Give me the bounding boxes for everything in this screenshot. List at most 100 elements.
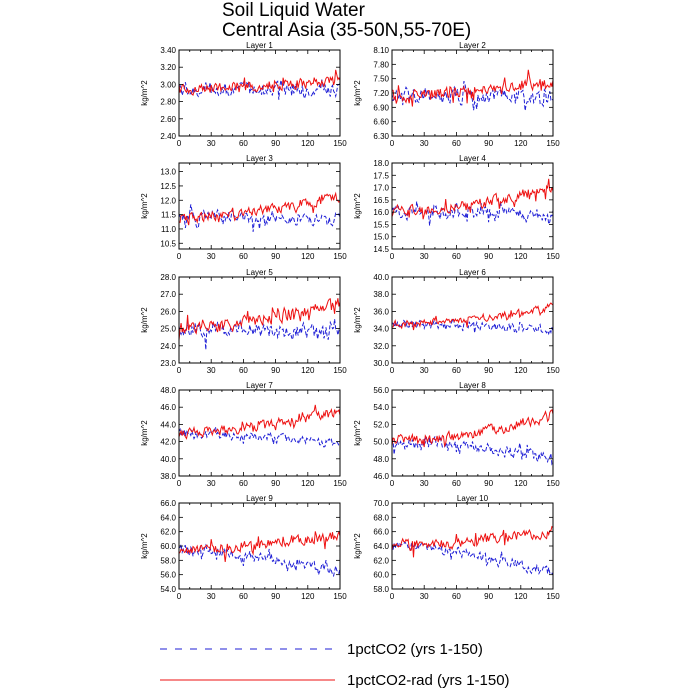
panel-layer-6: Layer 6 kg/m^2 0 30 60 90 120 150 30.0 32.0 34.0 36… xyxy=(353,268,560,375)
y-tick-label: 2.40 xyxy=(160,132,176,141)
y-tick-label: 24.0 xyxy=(160,342,176,351)
y-tick-label: 6.90 xyxy=(373,103,389,112)
y-tick-label: 56.0 xyxy=(373,386,389,395)
legend-item-2: 1pctCO2-rad (yrs 1-150) xyxy=(160,672,510,689)
x-tick-label: 60 xyxy=(239,252,248,261)
y-tick-label: 56.0 xyxy=(160,571,176,580)
y-tick-label: 12.0 xyxy=(160,196,176,205)
y-axis-label: kg/m^2 xyxy=(353,307,362,333)
x-tick-label: 30 xyxy=(207,479,216,488)
y-tick-label: 7.50 xyxy=(373,75,389,84)
y-axis-label: kg/m^2 xyxy=(140,533,149,559)
y-tick-label: 8.10 xyxy=(373,46,389,55)
y-tick-label: 3.00 xyxy=(160,80,176,89)
panel-layer-9: Layer 9 kg/m^2 0 30 60 90 120 150 54.0 56.0 58.0 60… xyxy=(140,494,347,601)
x-tick-label: 60 xyxy=(239,366,248,375)
y-tick-label: 50.0 xyxy=(373,438,389,447)
x-tick-label: 60 xyxy=(239,592,248,601)
y-tick-label: 3.40 xyxy=(160,46,176,55)
panel-title: Layer 6 xyxy=(459,268,486,277)
panel-layer-5: Layer 5 kg/m^2 0 30 60 90 120 150 23.0 24.0 25.0 26… xyxy=(140,268,347,375)
legend-label: 1pctCO2-rad (yrs 1-150) xyxy=(347,672,510,689)
y-tick-label: 58.0 xyxy=(373,585,389,594)
series-line-pctco2 xyxy=(392,540,553,576)
y-tick-label: 46.0 xyxy=(373,472,389,481)
y-tick-label: 18.0 xyxy=(373,159,389,168)
y-tick-label: 52.0 xyxy=(373,420,389,429)
x-tick-label: 30 xyxy=(420,592,429,601)
x-tick-label: 120 xyxy=(301,139,315,148)
panel-title: Layer 9 xyxy=(246,494,273,503)
panel-title: Layer 4 xyxy=(459,154,486,163)
series-line-pctco2 xyxy=(392,435,553,466)
x-tick-label: 30 xyxy=(207,592,216,601)
y-tick-label: 17.5 xyxy=(373,171,389,180)
series-line-pctco2-rad xyxy=(179,298,340,341)
x-tick-label: 0 xyxy=(390,139,395,148)
y-tick-label: 16.0 xyxy=(373,208,389,217)
y-tick-label: 40.0 xyxy=(160,455,176,464)
x-tick-label: 90 xyxy=(484,139,493,148)
series-line-pctco2-rad xyxy=(392,69,553,107)
y-tick-label: 68.0 xyxy=(373,513,389,522)
x-tick-label: 90 xyxy=(271,592,280,601)
plot-frame xyxy=(391,389,554,477)
y-tick-label: 15.5 xyxy=(373,220,389,229)
y-axis-label: kg/m^2 xyxy=(140,307,149,333)
y-tick-label: 15.0 xyxy=(373,233,389,242)
series-line-pctco2-rad xyxy=(392,525,553,558)
y-tick-label: 27.0 xyxy=(160,290,176,299)
y-tick-label: 64.0 xyxy=(373,542,389,551)
x-tick-label: 60 xyxy=(239,479,248,488)
x-tick-label: 120 xyxy=(514,592,528,601)
y-tick-label: 36.0 xyxy=(373,307,389,316)
chart-title-line2: Central Asia (35-50N,55-70E) xyxy=(222,20,472,41)
panel-layer-7: Layer 7 kg/m^2 0 30 60 90 120 150 38.0 40.0 42.0 44… xyxy=(140,381,347,488)
panel-title: Layer 5 xyxy=(246,268,273,277)
x-tick-label: 60 xyxy=(452,366,461,375)
x-tick-label: 150 xyxy=(333,252,347,261)
x-tick-label: 120 xyxy=(514,252,528,261)
plot-frame xyxy=(178,49,341,137)
y-tick-label: 25.0 xyxy=(160,325,176,334)
y-tick-label: 44.0 xyxy=(160,420,176,429)
series-line-pctco2 xyxy=(392,81,553,111)
y-tick-label: 64.0 xyxy=(160,513,176,522)
y-tick-label: 62.0 xyxy=(373,556,389,565)
x-tick-label: 120 xyxy=(514,366,528,375)
x-tick-label: 150 xyxy=(333,139,347,148)
series-line-pctco2-rad xyxy=(392,302,553,331)
x-tick-label: 120 xyxy=(301,592,315,601)
series-line-pctco2 xyxy=(179,204,340,232)
y-tick-label: 3.20 xyxy=(160,63,176,72)
y-tick-label: 54.0 xyxy=(160,585,176,594)
y-axis-label: kg/m^2 xyxy=(353,533,362,559)
y-tick-label: 11.5 xyxy=(161,211,177,220)
y-tick-label: 60.0 xyxy=(373,571,389,580)
y-tick-label: 34.0 xyxy=(373,325,389,334)
x-tick-label: 60 xyxy=(452,252,461,261)
y-tick-label: 66.0 xyxy=(373,528,389,537)
panel-layer-10: Layer 10 kg/m^2 0 30 60 90 120 150 58.0 60.0 62.0 6… xyxy=(353,494,560,601)
x-tick-label: 60 xyxy=(452,592,461,601)
y-tick-label: 23.0 xyxy=(160,359,176,368)
y-tick-label: 17.0 xyxy=(373,184,389,193)
y-axis-label: kg/m^2 xyxy=(353,80,362,106)
y-tick-label: 13.0 xyxy=(160,168,176,177)
y-tick-label: 14.5 xyxy=(373,245,389,254)
panel-layer-2: Layer 2 kg/m^2 0 30 60 90 120 150 6.30 6.60 6.90 7.… xyxy=(353,41,560,148)
y-tick-label: 26.0 xyxy=(160,307,176,316)
x-tick-label: 90 xyxy=(271,252,280,261)
x-tick-label: 150 xyxy=(333,592,347,601)
y-axis-label: kg/m^2 xyxy=(140,80,149,106)
x-tick-label: 90 xyxy=(484,252,493,261)
y-tick-label: 54.0 xyxy=(373,403,389,412)
x-tick-label: 0 xyxy=(390,252,395,261)
x-tick-label: 0 xyxy=(177,592,182,601)
y-tick-label: 6.60 xyxy=(373,118,389,127)
x-tick-label: 0 xyxy=(390,366,395,375)
panel-title: Layer 3 xyxy=(246,154,273,163)
y-tick-label: 30.0 xyxy=(373,359,389,368)
x-tick-label: 0 xyxy=(390,479,395,488)
